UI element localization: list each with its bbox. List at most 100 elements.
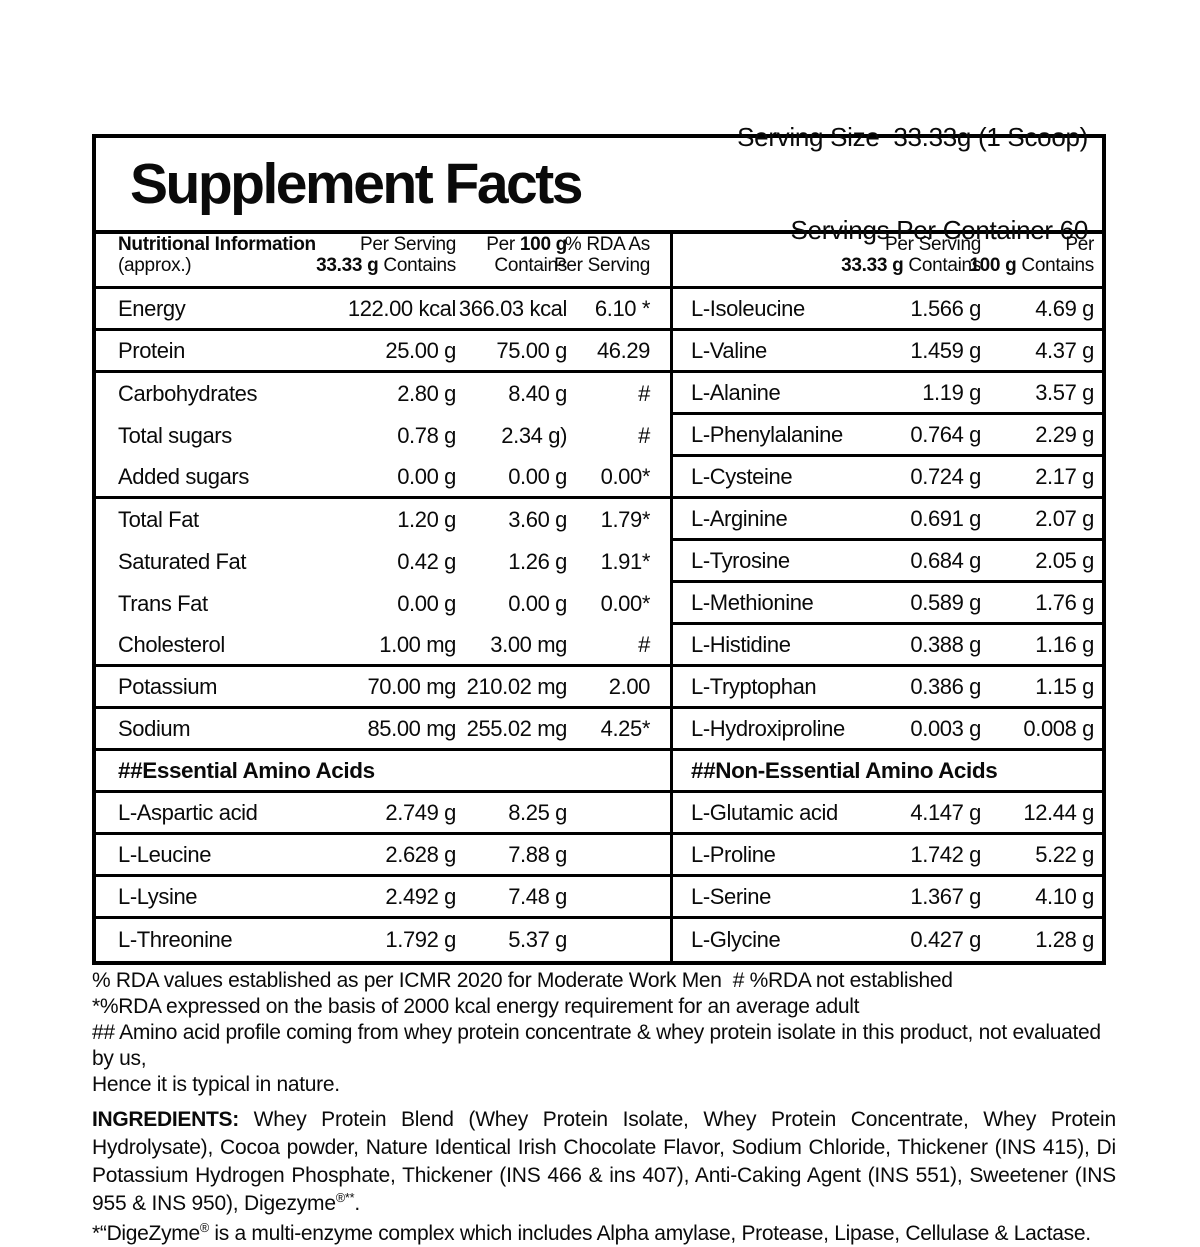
value-per-serving: 2.749 g xyxy=(385,799,456,825)
value-per-serving: 1.459 g xyxy=(910,337,981,363)
value-per-100g: 4.69 g xyxy=(1035,295,1094,321)
value-per-100g: 1.28 g xyxy=(1035,927,1094,952)
supplement-facts-panel: Supplement Facts Serving Size 33.33g (1 … xyxy=(92,122,1106,965)
nutrient-name: Protein xyxy=(118,337,185,363)
nutrient-row-added-sugars: Added sugars 0.00 g 0.00 g 0.00* xyxy=(96,457,670,499)
value-per-serving: 2.628 g xyxy=(385,841,456,867)
value-per-100g: 1.76 g xyxy=(1035,589,1094,615)
right-column-headers: Per Serving 33.33 g Contains Per 100 g C… xyxy=(673,234,1102,289)
nutrient-row-l-aspartic-acid: L-Aspartic acid 2.749 g 8.25 g xyxy=(96,793,670,835)
value-per-100g: 7.88 g xyxy=(508,841,567,867)
value-per-100g: 7.48 g xyxy=(508,883,567,909)
nutrient-name: Cholesterol xyxy=(118,631,225,657)
nutrient-row-sodium: Sodium 85.00 mg 255.02 mg 4.25* xyxy=(96,709,670,751)
serving-info: Serving Size 33.33g (1 Scoop) Servings P… xyxy=(737,60,1088,308)
nutrient-row-l-serine: L-Serine 1.367 g 4.10 g xyxy=(673,877,1102,919)
nutrient-name: L-Tyrosine xyxy=(691,547,790,573)
value-per-100g: 3.57 g xyxy=(1035,379,1094,405)
nutrient-row-l-glutamic-acid: L-Glutamic acid 4.147 g 12.44 g xyxy=(673,793,1102,835)
nutrition-table-left: Nutritional Information (approx.) Per Se… xyxy=(96,234,670,961)
col-header-per-100g: Per 100 g Contains xyxy=(969,234,1094,276)
col-header-per-serving: Per Serving 33.33 g Contains xyxy=(316,234,456,276)
value-per-100g: 210.02 mg xyxy=(466,673,568,699)
value-per-serving: 25.00 g xyxy=(385,337,456,363)
nutrient-name: L-Histidine xyxy=(691,631,791,657)
value-per-serving: 0.764 g xyxy=(910,421,981,447)
nutrient-name: L-Cysteine xyxy=(691,463,793,489)
col-header-empty xyxy=(673,234,846,286)
left-column-headers: Nutritional Information (approx.) Per Se… xyxy=(96,234,670,289)
value-per-serving: 0.78 g xyxy=(397,423,456,448)
nutrition-table: Nutritional Information (approx.) Per Se… xyxy=(96,234,1102,961)
footer-text-block: % RDA values established as per ICMR 202… xyxy=(92,968,1116,1247)
panel-title: Supplement Facts xyxy=(130,152,583,216)
nutrient-row-l-leucine: L-Leucine 2.628 g 7.88 g xyxy=(96,835,670,877)
value-per-100g: 2.17 g xyxy=(1035,463,1094,489)
value-per-serving: 2.80 g xyxy=(397,381,456,406)
value-per-serving: 0.42 g xyxy=(397,549,456,574)
nutrient-name: L-Hydroxiproline xyxy=(691,715,845,741)
section-header-non-essential-amino-acids: ##Non-Essential Amino Acids xyxy=(673,751,1102,793)
nutrient-name: L-Glutamic acid xyxy=(691,799,838,825)
serving-size: Serving Size 33.33g (1 Scoop) xyxy=(737,122,1088,152)
nutrient-name: Energy xyxy=(118,295,186,321)
section-title: ##Non-Essential Amino Acids xyxy=(691,757,998,783)
col-header-per-100g: Per 100 g Contains xyxy=(486,234,567,276)
col-header-per-serving: Per Serving 33.33 g Contains xyxy=(841,234,981,276)
nutrient-name: L-Serine xyxy=(691,883,771,909)
value-rda xyxy=(567,835,670,874)
servings-per-container: Servings Per Container 60 xyxy=(790,215,1089,245)
value-per-serving: 122.00 kcal xyxy=(347,295,457,321)
nutrient-row-l-isoleucine: L-Isoleucine 1.566 g 4.69 g xyxy=(673,289,1102,331)
value-per-serving: 1.566 g xyxy=(910,295,981,321)
nutrient-name: L-Threonine xyxy=(118,927,233,952)
nutrient-row-l-lysine: L-Lysine 2.492 g 7.48 g xyxy=(96,877,670,919)
value-per-100g: 5.37 g xyxy=(508,927,567,952)
value-per-100g: 2.34 g) xyxy=(501,423,567,448)
value-rda: # xyxy=(638,631,650,657)
nutrient-name: L-Methionine xyxy=(691,589,814,615)
nutrient-name: L-Leucine xyxy=(118,841,212,867)
value-rda: 4.25* xyxy=(600,715,651,741)
ingredients-list: Whey Protein Blend (Whey Protein Isolate… xyxy=(92,1108,1116,1215)
value-per-100g: 0.008 g xyxy=(1023,715,1094,741)
nutrient-row-l-histidine: L-Histidine 0.388 g 1.16 g xyxy=(673,625,1102,667)
value-per-serving: 1.20 g xyxy=(397,507,456,532)
value-per-100g: 3.00 mg xyxy=(490,631,567,657)
value-per-serving: 1.792 g xyxy=(385,927,456,952)
nutrient-row-l-methionine: L-Methionine 0.589 g 1.76 g xyxy=(673,583,1102,625)
value-per-100g: 1.16 g xyxy=(1035,631,1094,657)
value-rda xyxy=(567,793,670,832)
value-rda: 1.91* xyxy=(600,549,651,574)
nutrient-name: Saturated Fat xyxy=(118,549,247,574)
value-per-serving: 1.742 g xyxy=(910,841,981,867)
digezyme-superscript: ®** xyxy=(335,1191,355,1205)
section-header-essential-amino-acids: ##Essential Amino Acids xyxy=(96,751,670,793)
nutrient-row-l-alanine: L-Alanine 1.19 g 3.57 g xyxy=(673,373,1102,415)
nutrient-row-trans-fat: Trans Fat 0.00 g 0.00 g 0.00* xyxy=(96,583,670,625)
registered-mark: ® xyxy=(199,1221,209,1235)
value-per-100g: 0.00 g xyxy=(508,591,567,616)
value-per-100g: 366.03 kcal xyxy=(458,295,568,321)
value-per-100g: 4.37 g xyxy=(1035,337,1094,363)
value-per-serving: 0.724 g xyxy=(910,463,981,489)
footnote-amino-profile-cont: Hence it is typical in nature. xyxy=(92,1073,340,1096)
value-per-100g: 12.44 g xyxy=(1023,799,1094,825)
value-per-serving: 0.00 g xyxy=(397,463,456,489)
value-per-serving: 0.427 g xyxy=(910,927,981,952)
nutrient-row-potassium: Potassium 70.00 mg 210.02 mg 2.00 xyxy=(96,667,670,709)
nutrient-row-l-arginine: L-Arginine 0.691 g 2.07 g xyxy=(673,499,1102,541)
panel-header: Supplement Facts Serving Size 33.33g (1 … xyxy=(96,122,1102,245)
nutrient-row-l-phenylalanine: L-Phenylalanine 0.764 g 2.29 g xyxy=(673,415,1102,457)
value-per-serving: 0.691 g xyxy=(910,505,981,531)
digezyme-note: *“DigeZyme® is a multi-enzyme complex wh… xyxy=(92,1221,1091,1245)
value-per-100g: 4.10 g xyxy=(1035,883,1094,909)
value-rda xyxy=(567,919,670,961)
col-header-nutritional-info: Nutritional Information (approx.) xyxy=(118,234,316,276)
nutrient-name: L-Lysine xyxy=(118,883,198,909)
nutrient-name: L-Aspartic acid xyxy=(118,799,258,825)
nutrient-row-l-tyrosine: L-Tyrosine 0.684 g 2.05 g xyxy=(673,541,1102,583)
col-header-rda: % RDA As Per Serving xyxy=(554,234,650,276)
footnote-rda-2000kcal: *%RDA expressed on the basis of 2000 kca… xyxy=(92,995,860,1018)
value-per-serving: 0.388 g xyxy=(910,631,981,657)
